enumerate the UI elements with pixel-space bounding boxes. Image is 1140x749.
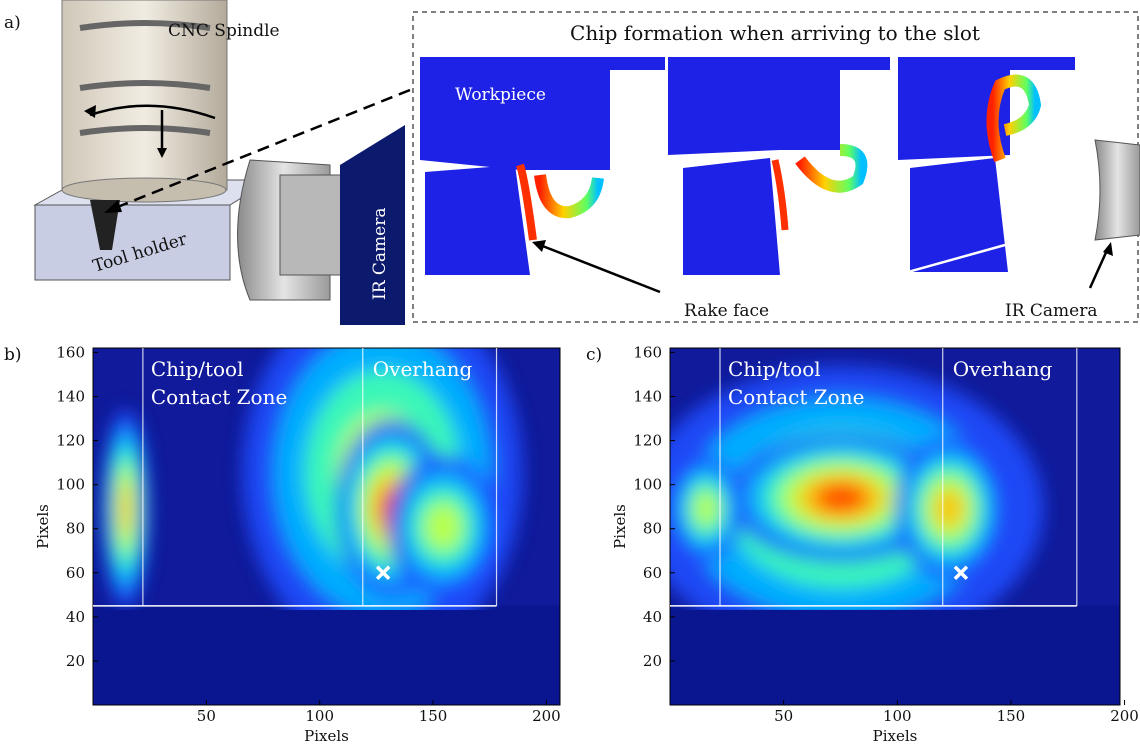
panel-label: b) — [4, 345, 22, 365]
x-tick-label: 200 — [1110, 707, 1139, 725]
plot-frame — [92, 347, 561, 706]
zone-label: Chip/tool — [728, 357, 821, 381]
y-tick-label: 140 — [56, 387, 85, 405]
marker — [953, 565, 969, 581]
y-tick-label: 60 — [66, 564, 85, 582]
x-axis-label: Pixels — [873, 727, 918, 745]
plots: 50 100 150 200 20 40 60 80 100 120 140 160 Pixels Pix… — [4, 343, 1139, 745]
panel-label: c) — [586, 345, 602, 365]
zone-label: Contact Zone — [728, 385, 864, 409]
workpiece-label: Workpiece — [455, 85, 546, 105]
heatmap-panel: 50 100 150 200 20 40 60 80 100 120 140 160 Pixels Pix… — [586, 343, 1139, 745]
x-tick-label: 100 — [305, 707, 334, 725]
y-tick-label: 20 — [66, 652, 85, 670]
y-tick-label: 100 — [56, 476, 85, 494]
x-tick-label: 200 — [532, 707, 561, 725]
y-tick-label: 160 — [56, 343, 85, 361]
x-tick-label: 150 — [997, 707, 1026, 725]
y-tick-label: 160 — [633, 343, 662, 361]
y-axis-label: Pixels — [34, 504, 52, 549]
heat-contour — [815, 483, 867, 513]
y-tick-label: 40 — [643, 608, 662, 626]
machine-illustration — [33, 0, 411, 325]
inset-frame — [412, 11, 1139, 323]
inset-title: Chip formation when arriving to the slot — [570, 21, 980, 45]
camera-label: IR Camera — [1005, 301, 1098, 321]
y-tick-label: 120 — [633, 432, 662, 450]
y-axis-label: Pixels — [611, 504, 629, 549]
heatmap-panel: 50 100 150 200 20 40 60 80 100 120 140 160 Pixels Pix… — [4, 343, 561, 745]
y-tick-label: 100 — [633, 476, 662, 494]
y-tick-label: 60 — [643, 564, 662, 582]
y-tick-label: 120 — [56, 432, 85, 450]
lower-field — [670, 605, 1120, 705]
plot-frame — [669, 347, 1121, 706]
y-tick-label: 80 — [643, 520, 662, 538]
spindle-label: CNC Spindle — [168, 21, 280, 41]
x-axis-label: Pixels — [304, 727, 349, 745]
y-tick-label: 20 — [643, 652, 662, 670]
x-tick-label: 50 — [197, 707, 216, 725]
camera-label: IR Camera — [370, 207, 390, 300]
marker — [375, 565, 391, 581]
x-tick-label: 150 — [419, 707, 448, 725]
overhang-label: Overhang — [373, 357, 473, 381]
zone-label: Contact Zone — [151, 385, 287, 409]
lower-field — [93, 605, 560, 705]
heat-contour — [424, 502, 462, 551]
x-tick-label: 100 — [883, 707, 912, 725]
y-tick-label: 40 — [66, 608, 85, 626]
heat-contour — [694, 490, 718, 527]
y-tick-label: 80 — [66, 520, 85, 538]
x-tick-label: 50 — [774, 707, 793, 725]
overhang-label: Overhang — [953, 357, 1053, 381]
heat-contour — [934, 489, 964, 529]
heat-contour — [119, 481, 133, 536]
panel-label: a) — [4, 13, 21, 33]
zone-label: Chip/tool — [151, 357, 244, 381]
fe-panels — [420, 57, 1140, 304]
heat-field — [102, 348, 523, 610]
y-tick-label: 140 — [633, 387, 662, 405]
rake-face-label: Rake face — [684, 301, 769, 321]
heat-field — [670, 365, 1044, 610]
